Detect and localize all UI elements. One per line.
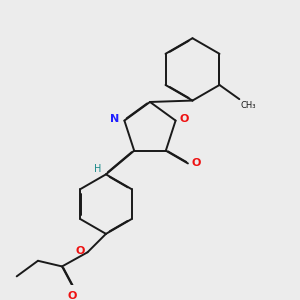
Text: O: O <box>180 114 189 124</box>
Text: N: N <box>110 114 119 124</box>
Text: H: H <box>94 164 102 174</box>
Text: CH₃: CH₃ <box>241 100 256 109</box>
Text: O: O <box>191 158 200 168</box>
Text: O: O <box>67 291 76 300</box>
Text: O: O <box>76 246 85 256</box>
